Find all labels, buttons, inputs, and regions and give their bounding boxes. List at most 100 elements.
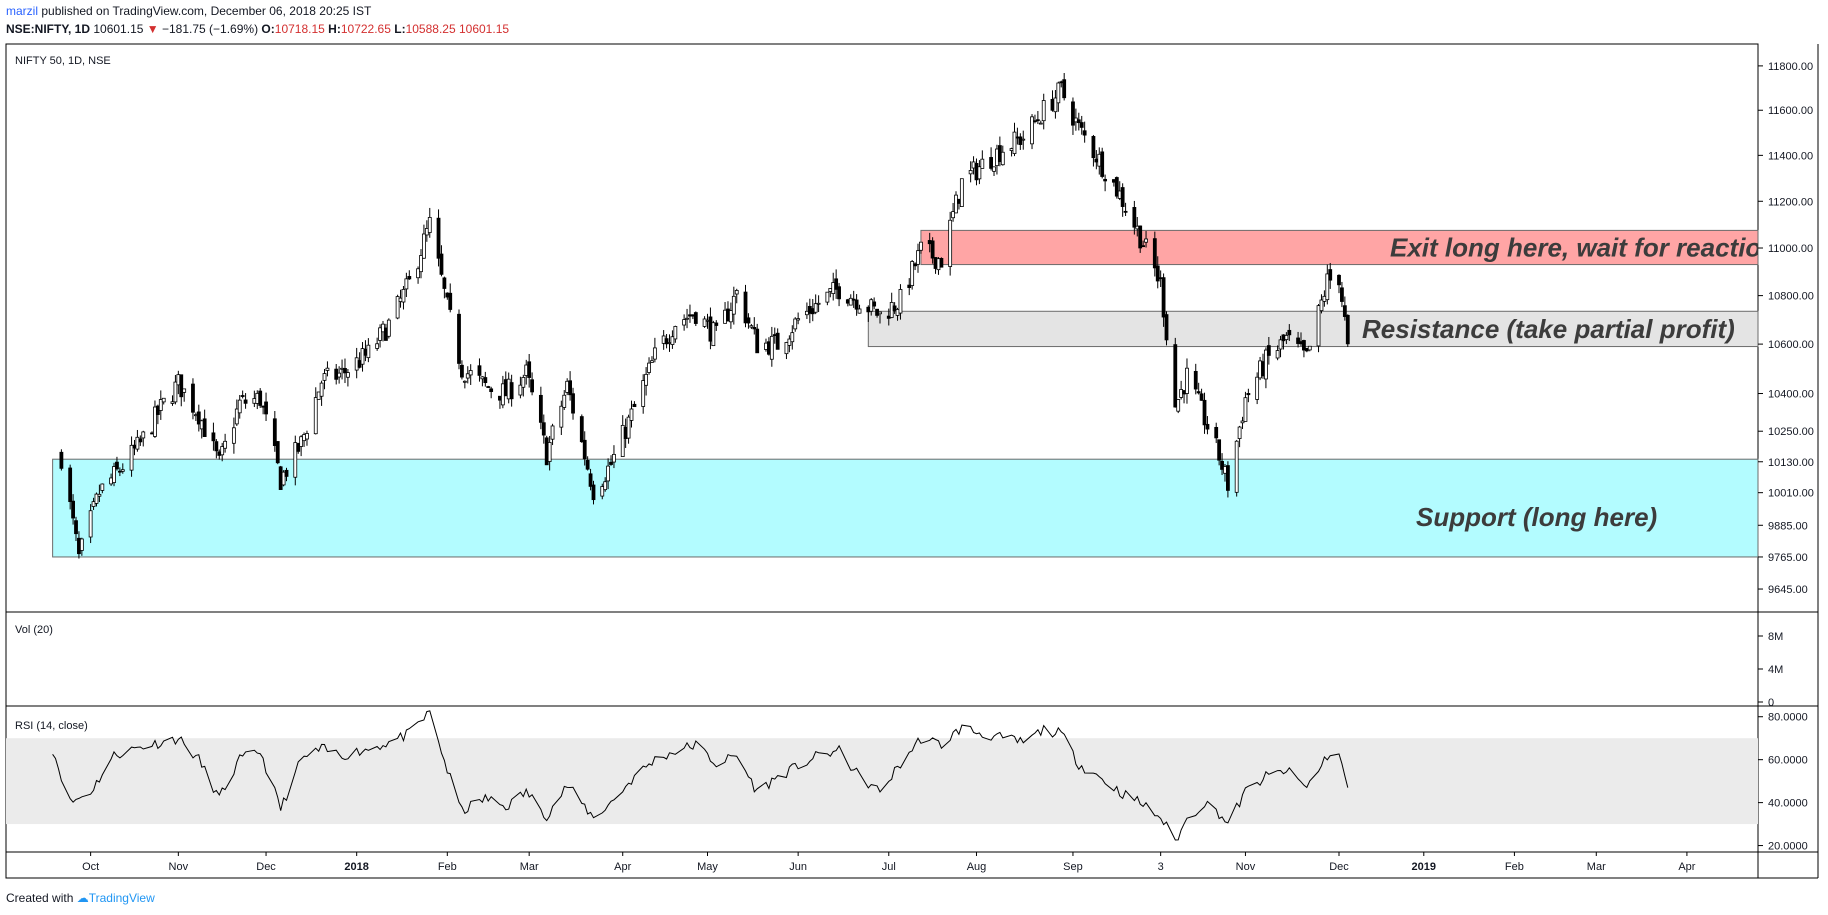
candle — [728, 302, 733, 329]
candle — [1000, 145, 1005, 166]
candle — [620, 415, 625, 457]
candle — [992, 166, 996, 177]
candle — [916, 243, 920, 273]
candle — [796, 312, 801, 325]
candle — [462, 380, 467, 389]
candle — [711, 320, 716, 347]
time-tick-label: 2019 — [1412, 861, 1436, 873]
volume-tick-label: 8M — [1768, 631, 1783, 643]
candle — [436, 209, 441, 267]
footer: Created with ☁TradingView — [6, 890, 155, 906]
candle — [1284, 332, 1289, 344]
candle — [115, 456, 119, 471]
candle — [1337, 274, 1341, 294]
candle — [237, 394, 242, 419]
candle — [1205, 416, 1210, 435]
candle — [272, 411, 277, 452]
volume-axis[interactable]: 8M 4M 0 — [1758, 631, 1783, 709]
volume-tick-label: 0 — [1768, 697, 1774, 709]
candle — [647, 357, 651, 375]
author-link[interactable]: marzil — [6, 4, 38, 18]
candle — [714, 320, 719, 331]
candle — [1155, 256, 1160, 289]
candle — [989, 147, 993, 171]
candle — [848, 294, 853, 306]
candle — [1123, 202, 1128, 217]
candle — [211, 422, 216, 451]
candle — [1030, 114, 1034, 150]
candle — [129, 436, 134, 477]
candle — [135, 429, 140, 452]
candle — [1287, 324, 1292, 341]
candle — [182, 388, 187, 402]
candle — [284, 467, 289, 482]
candle — [419, 249, 423, 279]
candle — [743, 284, 748, 328]
zone-0[interactable] — [920, 229, 1759, 266]
candle — [120, 463, 125, 474]
candle — [427, 207, 432, 238]
ticker-change: −181.75 (−1.69%) — [162, 22, 259, 36]
zone-2[interactable] — [52, 458, 1759, 558]
candle — [489, 386, 494, 399]
candle — [1246, 388, 1251, 403]
candle — [898, 284, 903, 320]
candle — [296, 442, 301, 454]
candle — [518, 376, 523, 399]
zone-1[interactable] — [867, 310, 1759, 348]
candle — [404, 272, 409, 297]
candle — [889, 292, 894, 319]
volume-tick-label: 4M — [1768, 664, 1783, 676]
time-tick-label: Dec — [1329, 861, 1349, 873]
candle — [375, 337, 380, 351]
candle — [769, 326, 774, 367]
candle — [1307, 345, 1312, 352]
candle — [74, 516, 78, 542]
candle — [793, 317, 798, 332]
candle — [1220, 453, 1224, 476]
candle — [755, 323, 760, 354]
candle — [603, 477, 608, 492]
candle — [407, 270, 412, 280]
candle — [179, 374, 184, 407]
candle — [477, 358, 482, 382]
zone-label-2: Support (long here) — [1416, 502, 1657, 532]
candle — [322, 369, 327, 390]
candle — [1056, 81, 1061, 112]
candle — [94, 492, 99, 507]
tradingview-link[interactable]: TradingView — [88, 891, 155, 905]
candle — [360, 342, 365, 372]
candle — [1296, 331, 1300, 348]
candle — [457, 309, 461, 370]
candle — [59, 449, 64, 471]
candle — [1316, 304, 1321, 353]
candle — [141, 430, 146, 447]
candle — [97, 484, 102, 503]
candle — [378, 324, 382, 348]
candle — [959, 178, 964, 208]
candle — [509, 374, 514, 407]
candle — [650, 356, 654, 363]
time-tick-label: Sep — [1063, 861, 1083, 873]
rsi-axis[interactable]: 80.0000 60.0000 40.0000 20.0000 — [1758, 712, 1808, 853]
time-axis[interactable]: Oct Nov Dec 2018 Feb Mar Apr May Jun Jul Aug Sep 3 No… — [82, 852, 1696, 873]
price-axis[interactable]: 11800.00 11600.00 11400.00 11200.00 11000.00… — [1758, 61, 1814, 596]
candle — [138, 435, 143, 446]
candle — [1132, 200, 1137, 235]
candle — [305, 430, 309, 446]
candle — [422, 224, 426, 259]
candle — [664, 334, 669, 349]
candle — [293, 435, 298, 486]
candle — [749, 323, 754, 330]
candle — [1255, 372, 1260, 405]
candle — [1161, 273, 1166, 327]
candle — [214, 439, 219, 459]
price-tick-label: 10010.00 — [1768, 488, 1814, 500]
rsi-tick-label: 20.0000 — [1768, 841, 1808, 853]
candle — [112, 462, 116, 487]
time-tick-label: Jul — [882, 861, 896, 873]
candle — [337, 366, 342, 384]
candle — [460, 360, 464, 380]
candle — [1345, 314, 1350, 347]
